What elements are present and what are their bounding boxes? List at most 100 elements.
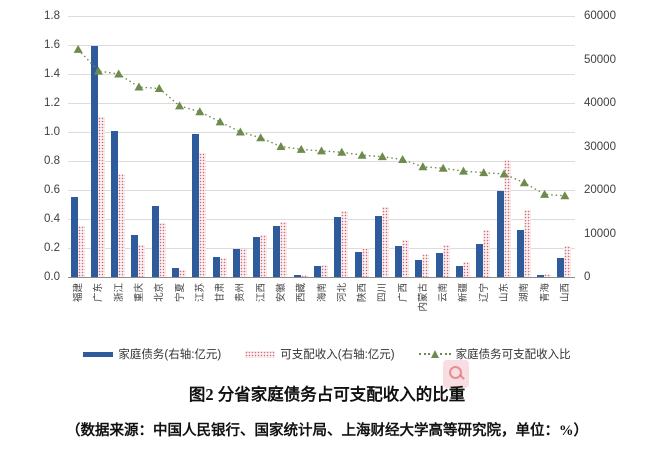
bar-income (462, 261, 470, 277)
x-tick-label: 青海 (539, 283, 551, 303)
plot-area (68, 16, 575, 278)
x-tick-label: 西藏 (296, 283, 308, 303)
x-tick-label: 海南 (316, 283, 328, 303)
ratio-marker-icon (276, 142, 286, 150)
ratio-line-swatch-icon (418, 350, 451, 358)
legend-item-ratio: 家庭债务可支配收入比 (418, 346, 571, 362)
x-tick-label: 新疆 (458, 283, 470, 303)
bar-income (118, 173, 126, 277)
ratio-marker-icon (154, 84, 164, 92)
bar-income (239, 249, 247, 277)
x-tick-label: 辽宁 (478, 283, 490, 303)
bar-debt (334, 217, 342, 277)
gridline (68, 132, 575, 133)
y-tick-label-left: 1.4 (44, 68, 60, 80)
y-tick-label-left: 0.0 (44, 271, 60, 283)
y-tick-label-left: 1.2 (44, 97, 60, 109)
x-tick-label: 四川 (377, 283, 389, 303)
y-tick-label-left: 1.0 (44, 126, 60, 138)
ratio-marker-icon (296, 144, 306, 153)
gridline (68, 219, 575, 220)
ratio-marker-icon (357, 150, 367, 159)
bar-debt (151, 206, 159, 277)
ratio-marker-icon (93, 66, 103, 75)
bar-income (361, 248, 369, 277)
gridline (68, 103, 575, 104)
bar-debt (435, 253, 443, 277)
x-tick-label: 湖南 (519, 283, 531, 303)
ratio-marker-icon (519, 178, 529, 187)
x-tick-label: 广西 (397, 283, 409, 303)
x-tick-label: 广东 (93, 283, 105, 303)
bar-income (300, 275, 308, 277)
ratio-marker-icon (479, 168, 489, 177)
x-tick-label: 重庆 (133, 283, 145, 303)
x-tick-label: 北京 (154, 283, 166, 303)
ratio-marker-icon (317, 146, 326, 155)
bar-debt (476, 243, 484, 277)
y-tick-label-left: 1.6 (44, 39, 60, 51)
income-bar-swatch-icon (245, 350, 276, 358)
ratio-marker-icon (499, 169, 509, 178)
bar-debt (537, 275, 545, 277)
bar-income (503, 160, 511, 277)
bar-income (280, 221, 288, 277)
x-tick-label: 江西 (255, 283, 267, 303)
gridline (68, 74, 575, 75)
bar-debt (111, 131, 119, 277)
gridline (68, 190, 575, 191)
bar-income (158, 223, 166, 277)
x-tick-label: 内蒙古 (417, 283, 429, 312)
bar-debt (516, 230, 524, 277)
legend-item-debt: 家庭债务(右轴:亿元) (83, 346, 221, 362)
ratio-marker-icon (235, 127, 245, 136)
y-tick-label-right: 40000 (584, 97, 616, 109)
ratio-marker-icon (195, 107, 205, 116)
bar-income (483, 230, 491, 277)
legend-item-income: 可支配收入(右轴:亿元) (245, 346, 395, 362)
magnifier-watermark-icon (443, 360, 469, 388)
bar-debt (395, 246, 403, 277)
ratio-marker-icon (134, 82, 144, 91)
bar-income (381, 207, 389, 277)
gridline (68, 16, 575, 17)
ratio-marker-icon (114, 69, 124, 78)
x-tick-label: 安徽 (275, 283, 287, 303)
y-tick-label-right: 20000 (584, 184, 616, 196)
bar-income (97, 116, 105, 277)
ratio-marker-icon (337, 147, 347, 156)
bar-debt (90, 46, 98, 277)
bar-debt (557, 258, 565, 277)
bar-debt (192, 134, 200, 277)
ratio-marker-icon (458, 166, 468, 175)
bar-debt (172, 268, 180, 277)
ratio-marker-icon (438, 163, 448, 172)
bar-income (77, 226, 85, 277)
gridline (68, 161, 575, 162)
bar-income (138, 245, 146, 277)
y-tick-label-left: 0.6 (44, 184, 60, 196)
bar-income (199, 152, 207, 277)
x-tick-label: 浙江 (113, 283, 125, 303)
bar-income (341, 211, 349, 277)
bar-debt (496, 190, 504, 277)
y-tick-label-right: 30000 (584, 140, 616, 153)
bar-debt (70, 197, 78, 277)
legend: 家庭债务(右轴:亿元) 可支配收入(右轴:亿元) 家庭债务可支配收入比 (0, 346, 654, 362)
figure-source-note: （数据来源：中国人民银行、国家统计局、上海财经大学高等研究院，单位：%） (66, 423, 588, 439)
bar-debt (273, 226, 281, 277)
y-tick-label-right: 60000 (584, 10, 616, 22)
bar-income (260, 234, 268, 277)
y-tick-label-left: 0.4 (44, 213, 60, 225)
x-tick-label: 福建 (73, 283, 85, 303)
bar-debt (354, 251, 362, 277)
y-tick-label-right: 0 (584, 271, 591, 283)
ratio-marker-icon (398, 155, 408, 164)
legend-label-debt: 家庭债务(右轴:亿元) (118, 349, 222, 361)
bar-debt (253, 236, 261, 277)
ratio-marker-icon (215, 117, 225, 126)
x-tick-label: 江苏 (194, 283, 206, 303)
ratio-marker-icon (540, 189, 550, 198)
bar-debt (455, 266, 463, 277)
bar-income (523, 209, 531, 277)
